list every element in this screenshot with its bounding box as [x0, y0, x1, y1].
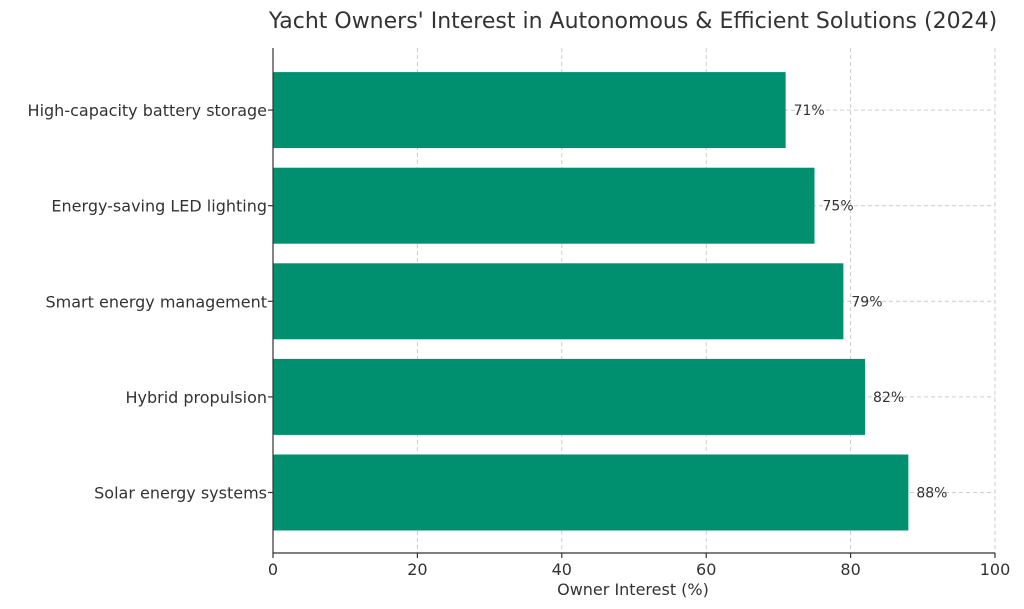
category-label: Smart energy management [46, 292, 268, 311]
bar [273, 167, 815, 244]
x-axis-label: Owner Interest (%) [557, 580, 709, 599]
axes [268, 48, 996, 558]
data-label: 75% [823, 199, 854, 215]
bar [273, 72, 786, 149]
bar [273, 263, 844, 340]
x-tick-label: 40 [552, 560, 572, 579]
bar [273, 358, 866, 435]
category-label: Hybrid propulsion [125, 388, 267, 407]
x-tick-label: 60 [696, 560, 716, 579]
category-label: Solar energy systems [94, 484, 267, 503]
category-label: Energy-saving LED lighting [51, 197, 267, 216]
x-tick-label: 20 [407, 560, 427, 579]
labels: 0 20 40 60 80 100 Solar energy systems 88% Hybri… [28, 101, 1011, 579]
data-label: 79% [851, 294, 882, 310]
bar [273, 454, 909, 531]
chart-title: Yacht Owners' Interest in Autonomous & E… [268, 9, 997, 34]
x-tick-label: 80 [840, 560, 860, 579]
data-label: 71% [794, 103, 825, 119]
data-label: 82% [873, 390, 904, 406]
category-label: High-capacity battery storage [28, 101, 267, 120]
x-tick-label: 100 [980, 560, 1011, 579]
x-tick-label: 0 [268, 560, 278, 579]
data-label: 88% [916, 486, 947, 502]
bars [273, 72, 909, 531]
